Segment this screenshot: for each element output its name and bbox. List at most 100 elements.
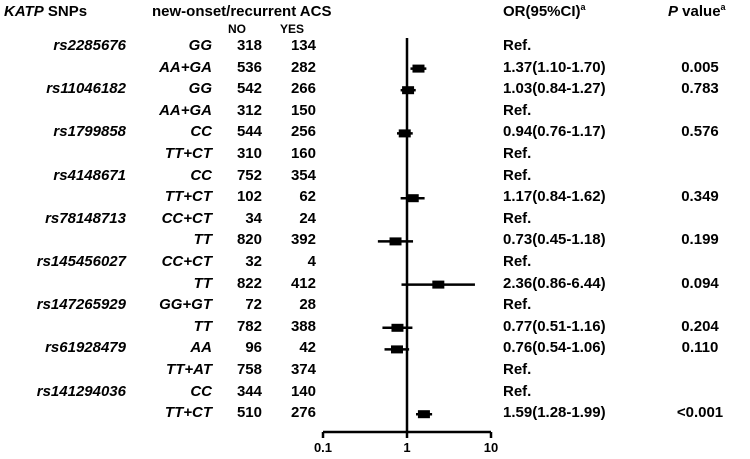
- count-no: 96: [245, 339, 262, 357]
- count-no: 782: [236, 317, 262, 335]
- count-no: 542: [236, 80, 262, 98]
- count-yes: 266: [290, 80, 316, 98]
- count-no: 310: [236, 145, 262, 162]
- or-ci-value: Ref.: [503, 166, 532, 184]
- p-value: <0.001: [676, 404, 724, 422]
- genotype: AA+GA: [159, 58, 212, 76]
- or-point-marker: [398, 129, 411, 138]
- count-yes: 282: [290, 58, 316, 76]
- or-point-marker: [412, 64, 425, 73]
- genotype: CC: [190, 382, 212, 400]
- p-column-header: P valuea: [668, 2, 726, 20]
- no-column-header: NO: [228, 22, 246, 36]
- genotype: AA: [190, 339, 212, 357]
- or-ci-value: 0.76(0.54-1.06): [503, 339, 606, 357]
- genotype: CC: [190, 123, 212, 141]
- count-no: 318: [236, 37, 262, 54]
- snp-name: rs141294036: [36, 382, 126, 400]
- count-yes: 388: [290, 317, 316, 335]
- genotype: AA+GA: [159, 101, 212, 119]
- genotype: TT: [193, 231, 212, 249]
- snp-column-header: KATP SNPs: [4, 4, 87, 19]
- genotype: GG: [188, 80, 212, 98]
- or-ci-value: Ref.: [503, 209, 532, 227]
- yes-column-header: YES: [280, 22, 305, 36]
- count-yes: 28: [299, 296, 316, 314]
- or-ci-value: 0.73(0.45-1.18): [503, 231, 606, 249]
- or-ci-value: 1.17(0.84-1.62): [503, 188, 606, 206]
- p-value: 0.576: [681, 123, 719, 141]
- snp-header-gene: KATP: [4, 3, 44, 20]
- snp-name: rs147265929: [36, 296, 126, 314]
- count-yes: 42: [299, 339, 316, 357]
- p-value: 0.204: [681, 317, 719, 335]
- genotype: GG+GT: [159, 296, 212, 314]
- snp-name: rs11046182: [46, 80, 126, 98]
- snp-name: rs4148671: [53, 166, 126, 184]
- genotype: TT+CT: [164, 404, 212, 422]
- count-no: 102: [236, 188, 262, 206]
- x-tick-label: 10: [484, 440, 498, 455]
- p-header-footnote: a: [720, 2, 726, 12]
- count-yes: 276: [290, 404, 316, 422]
- or-ci-value: Ref.: [503, 101, 532, 119]
- count-no: 72: [245, 296, 262, 314]
- snp-name: rs61928479: [45, 339, 126, 357]
- or-point-marker: [406, 194, 419, 203]
- count-yes: 256: [290, 123, 316, 141]
- genotype: CC: [190, 166, 212, 184]
- or-column-header: OR(95%CI)a: [503, 2, 586, 20]
- or-ci-value: Ref.: [503, 145, 532, 162]
- or-header-footnote: a: [580, 2, 586, 12]
- or-point-marker: [390, 345, 403, 354]
- or-ci-value: 1.03(0.84-1.27): [503, 80, 606, 98]
- p-value: 0.005: [681, 58, 719, 76]
- count-yes: 160: [290, 145, 316, 162]
- snp-header-rest: SNPs: [43, 3, 88, 20]
- p-value: 0.110: [681, 339, 719, 357]
- count-no: 32: [245, 253, 262, 270]
- or-ci-value: Ref.: [503, 382, 532, 400]
- snp-name: rs2285676: [53, 37, 126, 54]
- count-yes: 24: [299, 209, 316, 227]
- count-no: 752: [236, 166, 262, 184]
- genotype: GG: [188, 37, 212, 54]
- genotype: CC+CT: [161, 209, 212, 227]
- x-tick-label: 1: [403, 440, 410, 455]
- count-yes: 354: [290, 166, 316, 184]
- p-value: 0.783: [681, 80, 719, 98]
- or-point-marker: [391, 323, 404, 332]
- or-ci-value: Ref.: [503, 253, 532, 270]
- snp-name: rs78148713: [45, 209, 126, 227]
- p-header-letter: P: [668, 3, 679, 20]
- genotype: TT: [193, 274, 212, 292]
- count-yes: 412: [290, 274, 316, 292]
- count-yes: 140: [290, 382, 316, 400]
- count-no: 822: [236, 274, 262, 292]
- snp-name: rs1799858: [53, 123, 126, 141]
- count-yes: 134: [290, 37, 316, 54]
- or-ci-value: Ref.: [503, 361, 532, 378]
- count-yes: 62: [299, 188, 316, 206]
- or-point-marker: [389, 237, 402, 246]
- count-yes: 392: [290, 231, 316, 249]
- p-header-rest: value: [678, 3, 721, 20]
- genotype: TT+CT: [164, 145, 212, 162]
- count-no: 544: [236, 123, 262, 141]
- p-value: 0.349: [681, 188, 719, 206]
- or-ci-value: Ref.: [503, 37, 532, 54]
- genotype: TT+AT: [166, 361, 212, 378]
- count-no: 758: [236, 361, 262, 378]
- p-value: 0.199: [681, 231, 719, 249]
- count-yes: 150: [290, 101, 316, 119]
- group-column-header: new-onset/recurrent ACS: [152, 3, 332, 20]
- genotype: TT: [193, 317, 212, 335]
- count-no: 312: [236, 101, 262, 119]
- or-point-marker: [417, 410, 430, 419]
- or-point-marker: [402, 86, 415, 95]
- or-ci-value: Ref.: [503, 296, 532, 314]
- count-no: 344: [236, 382, 262, 400]
- or-ci-value: 0.77(0.51-1.16): [503, 317, 606, 335]
